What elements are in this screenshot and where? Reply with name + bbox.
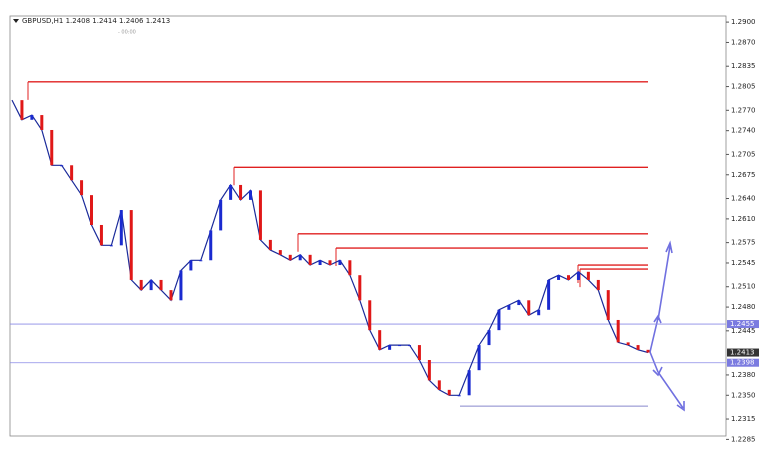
price-bar	[427, 360, 431, 381]
y-tick-label: 1.2315	[731, 415, 756, 423]
price-bar	[189, 260, 193, 271]
price-bar	[159, 279, 163, 291]
y-tick-label: 1.2835	[731, 62, 756, 70]
y-tick-label: 1.2350	[731, 391, 756, 399]
price-bar	[149, 279, 153, 291]
y-tick-label: 1.2675	[731, 171, 756, 179]
price-bar	[447, 389, 451, 396]
price-bar	[80, 180, 84, 196]
y-tick-label: 1.2900	[731, 18, 756, 26]
price-bar	[90, 195, 93, 225]
y-tick-label: 1.2610	[731, 215, 756, 223]
price-bar	[457, 395, 461, 397]
price-bar	[209, 230, 213, 261]
price-bar	[348, 260, 352, 276]
price-bar	[258, 190, 262, 240]
y-tick-label: 1.2380	[731, 371, 756, 379]
price-bar	[119, 210, 123, 246]
price-bar	[139, 279, 143, 291]
price-tag-label: 1.2398	[730, 359, 755, 367]
chart-title: GBPUSD,H1 1.2408 1.2414 1.2406 1.2413	[22, 17, 170, 25]
price-bar	[646, 349, 650, 353]
price-tag-label: 1.2455	[730, 320, 755, 328]
price-bar	[249, 190, 252, 200]
price-bar	[487, 330, 491, 346]
price-bar	[636, 345, 640, 350]
price-tag	[727, 358, 759, 367]
price-bar	[99, 224, 103, 246]
price-bar	[129, 210, 133, 280]
price-bar	[497, 309, 501, 331]
price-bar	[477, 345, 481, 371]
price-bar	[328, 260, 332, 266]
price-bar	[169, 290, 173, 301]
y-tick-label: 1.2445	[731, 327, 756, 335]
y-tick-label: 1.2870	[731, 38, 756, 46]
price-bar	[606, 290, 610, 320]
price-bar	[527, 300, 531, 316]
y-tick-label: 1.2545	[731, 259, 756, 267]
price-bar	[398, 345, 402, 347]
price-bar	[60, 165, 64, 167]
price-bar	[467, 370, 471, 396]
y-tick-label: 1.2805	[731, 83, 756, 91]
price-bar	[298, 254, 302, 261]
price-bar	[437, 380, 441, 390]
y-tick-label: 1.2705	[731, 150, 756, 158]
price-tag	[727, 320, 759, 329]
y-tick-label: 1.2510	[731, 283, 756, 291]
y-tick-label: 1.2480	[731, 303, 756, 311]
price-bar	[586, 271, 590, 280]
price-tag	[727, 348, 759, 357]
y-tick-label: 1.2740	[731, 127, 756, 135]
price-bar	[288, 254, 292, 261]
price-bar	[576, 271, 580, 280]
arrows	[649, 240, 685, 412]
price-bar	[557, 275, 561, 280]
collapse-icon[interactable]	[13, 19, 19, 23]
price-bar	[358, 275, 362, 301]
price-bar	[40, 115, 44, 130]
price-bar	[596, 279, 600, 291]
price-bar	[338, 260, 342, 266]
plot-frame	[9, 15, 727, 437]
price-bar	[616, 319, 620, 343]
price-bar	[20, 100, 24, 120]
price-bar	[308, 254, 312, 266]
price-bar	[408, 345, 411, 347]
price-bar	[30, 115, 34, 120]
y-tick-label: 1.2575	[731, 239, 756, 247]
price-bar	[219, 199, 223, 231]
price-bar	[229, 184, 233, 200]
price-bar	[109, 245, 113, 247]
price-bar	[417, 345, 421, 361]
price-bar	[239, 184, 243, 200]
price-bar	[537, 309, 541, 316]
y-tick-label: 1.2640	[731, 195, 756, 203]
chart-subtitle: - 00:00	[118, 30, 136, 36]
price-bar	[199, 260, 203, 262]
price-bar	[378, 330, 382, 350]
y-tick-label: 1.2285	[731, 435, 756, 443]
price-bar	[318, 260, 322, 266]
price-bar	[388, 345, 392, 350]
price-bar	[547, 279, 551, 310]
price-bar	[268, 239, 272, 251]
price-bar	[179, 270, 183, 301]
price-bar	[567, 275, 570, 280]
price-bar	[70, 165, 74, 181]
price-bar	[626, 342, 630, 346]
y-tick-label: 1.2770	[731, 106, 756, 114]
price-bar	[517, 300, 521, 306]
price-bar	[368, 300, 372, 331]
price-tag-label: 1.2413	[730, 349, 755, 357]
price-bar	[278, 250, 282, 255]
price-bar	[50, 129, 54, 166]
price-bar	[507, 305, 511, 310]
